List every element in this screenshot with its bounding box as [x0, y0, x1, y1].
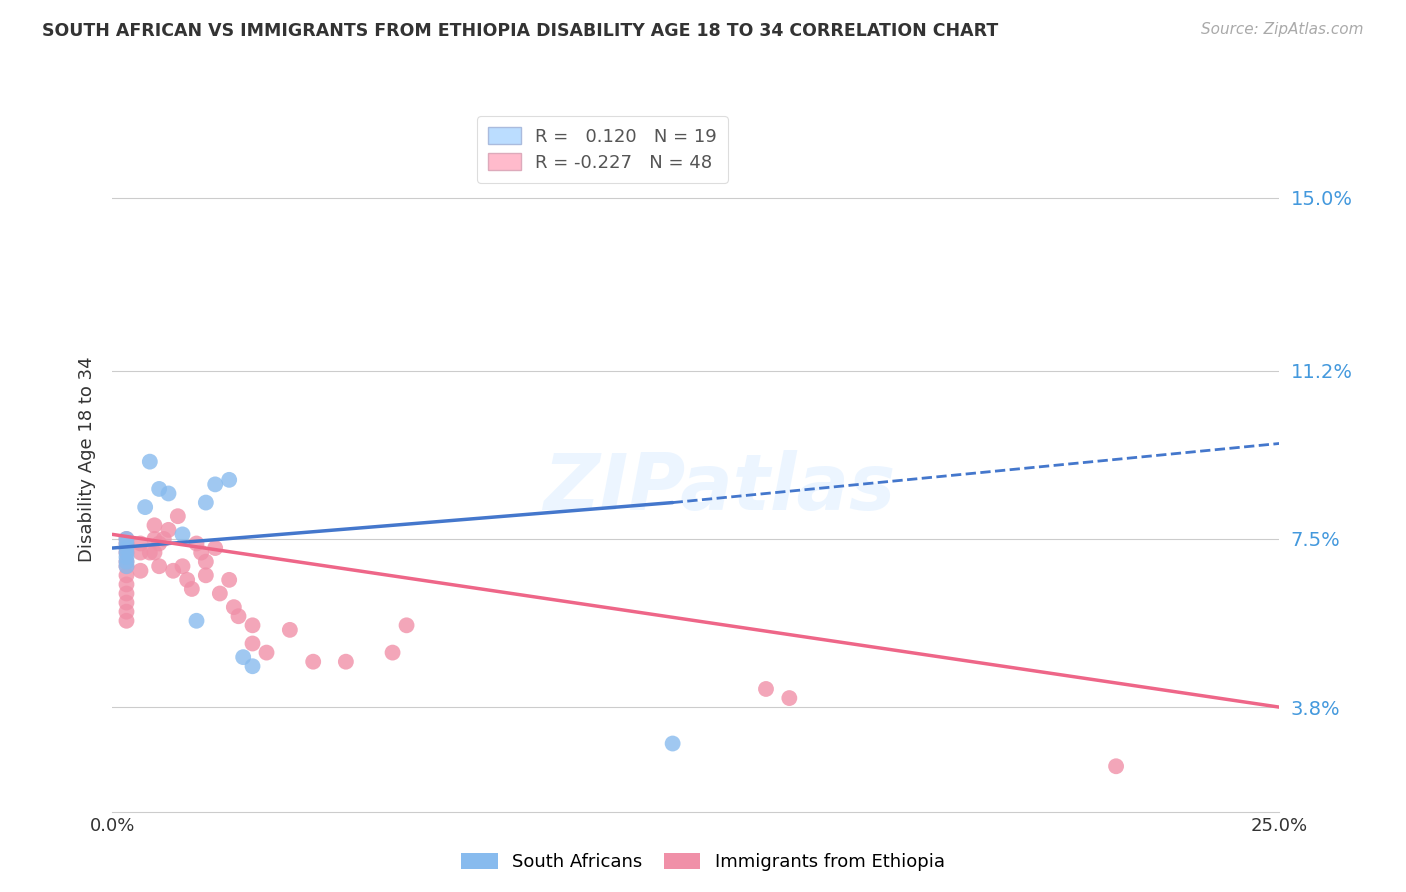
Point	[778, 691, 800, 706]
Point	[115, 541, 138, 555]
Point	[129, 564, 152, 578]
Point	[115, 532, 138, 546]
Point	[157, 523, 180, 537]
Point	[157, 486, 180, 500]
Point	[115, 605, 138, 619]
Point	[176, 573, 198, 587]
Point	[1105, 759, 1128, 773]
Point	[180, 582, 202, 596]
Point	[115, 536, 138, 550]
Point	[129, 545, 152, 559]
Text: ZIPatlas: ZIPatlas	[543, 450, 896, 525]
Legend: South Africans, Immigrants from Ethiopia: South Africans, Immigrants from Ethiopia	[454, 846, 952, 879]
Point	[148, 482, 170, 496]
Point	[172, 527, 194, 541]
Point	[232, 650, 254, 665]
Point	[115, 541, 138, 555]
Point	[172, 559, 194, 574]
Point	[115, 559, 138, 574]
Point	[115, 577, 138, 591]
Point	[115, 559, 138, 574]
Point	[129, 536, 152, 550]
Point	[134, 500, 156, 515]
Point	[242, 618, 264, 632]
Y-axis label: Disability Age 18 to 34: Disability Age 18 to 34	[77, 357, 96, 562]
Point	[218, 473, 240, 487]
Point	[208, 586, 231, 600]
Point	[661, 737, 683, 751]
Point	[755, 681, 778, 696]
Point	[242, 636, 264, 650]
Point	[381, 646, 404, 660]
Point	[115, 568, 138, 582]
Text: Source: ZipAtlas.com: Source: ZipAtlas.com	[1201, 22, 1364, 37]
Point	[115, 545, 138, 559]
Point	[143, 518, 166, 533]
Point	[143, 545, 166, 559]
Point	[115, 536, 138, 550]
Point	[148, 559, 170, 574]
Point	[302, 655, 325, 669]
Point	[194, 495, 217, 509]
Point	[166, 509, 188, 524]
Point	[115, 555, 138, 569]
Point	[162, 564, 184, 578]
Point	[139, 455, 162, 469]
Point	[186, 614, 208, 628]
Point	[139, 545, 162, 559]
Point	[115, 586, 138, 600]
Point	[204, 477, 226, 491]
Point	[143, 532, 166, 546]
Point	[194, 555, 217, 569]
Point	[190, 545, 212, 559]
Point	[335, 655, 357, 669]
Point	[115, 545, 138, 559]
Point	[148, 536, 170, 550]
Point	[222, 600, 245, 615]
Point	[204, 541, 226, 555]
Point	[115, 614, 138, 628]
Point	[228, 609, 250, 624]
Point	[115, 532, 138, 546]
Point	[186, 536, 208, 550]
Point	[115, 596, 138, 610]
Point	[115, 555, 138, 569]
Point	[194, 568, 217, 582]
Point	[256, 646, 278, 660]
Point	[153, 532, 176, 546]
Point	[395, 618, 418, 632]
Text: SOUTH AFRICAN VS IMMIGRANTS FROM ETHIOPIA DISABILITY AGE 18 TO 34 CORRELATION CH: SOUTH AFRICAN VS IMMIGRANTS FROM ETHIOPI…	[42, 22, 998, 40]
Point	[278, 623, 301, 637]
Legend: R =   0.120   N = 19, R = -0.227   N = 48: R = 0.120 N = 19, R = -0.227 N = 48	[478, 116, 728, 183]
Point	[242, 659, 264, 673]
Point	[218, 573, 240, 587]
Point	[115, 550, 138, 565]
